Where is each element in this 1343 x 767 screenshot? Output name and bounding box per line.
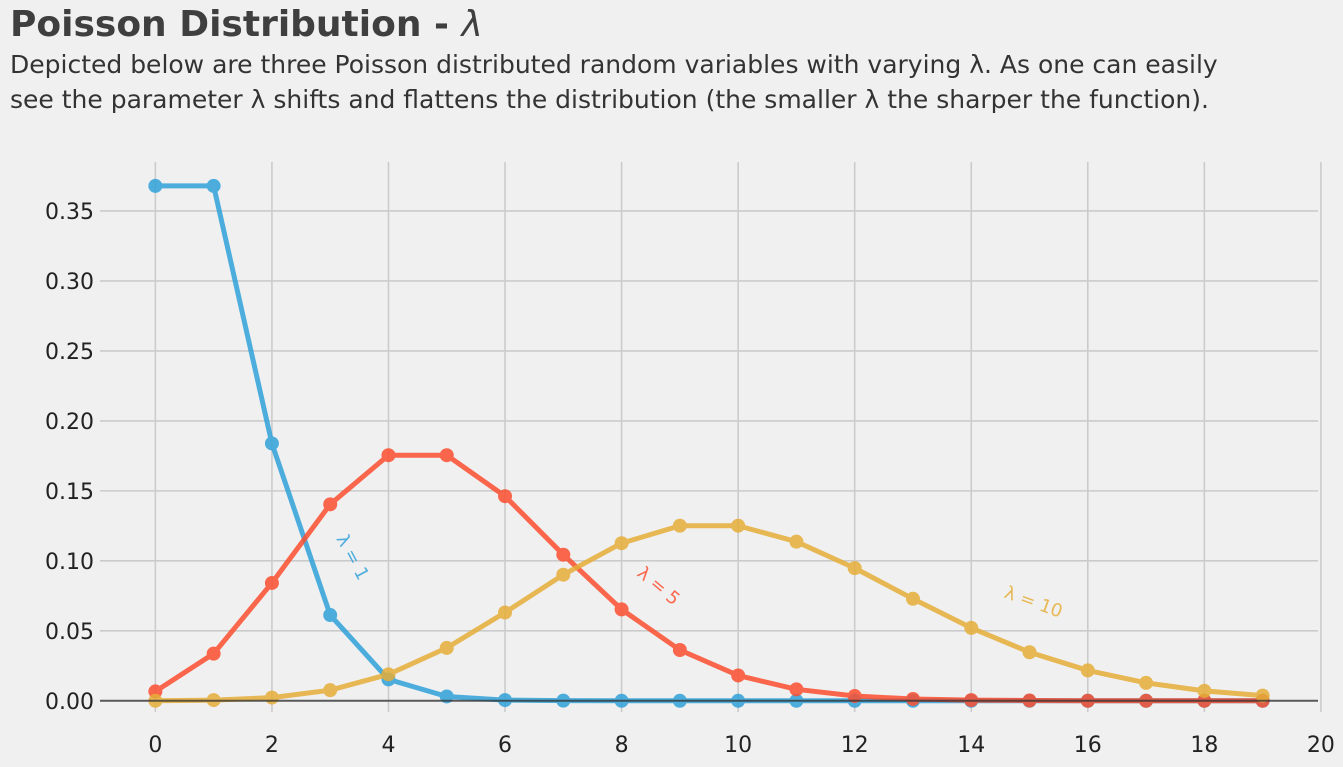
data-point [1255,688,1270,703]
data-point [905,591,920,606]
x-tick-label: 4 [381,733,395,758]
data-point [1022,645,1037,660]
x-tick-label: 12 [841,733,869,758]
x-tick-label: 14 [957,733,985,758]
series-line [152,523,1266,704]
data-point [381,448,396,463]
data-point [323,608,338,623]
data-point [672,518,687,533]
y-tick-label: 0.35 [45,200,94,225]
series-line [152,452,1266,704]
y-tick-label: 0.15 [45,480,94,505]
data-point [323,497,338,512]
subtitle-line-2: see the parameter λ shifts and flattens … [10,85,1209,114]
data-point [1080,663,1095,678]
data-point [789,682,804,697]
data-point [614,536,629,551]
series-annotation-2: λ = 5 [633,563,684,610]
y-tick-label: 0.25 [45,340,94,365]
x-tick-label: 16 [1074,733,1102,758]
data-point [323,683,338,698]
data-point [731,518,746,533]
data-point [381,667,396,682]
data-point [731,668,746,683]
x-tick-label: 0 [148,733,162,758]
data-point [206,178,221,193]
x-tick-label: 20 [1307,733,1335,758]
data-point [789,534,804,549]
data-point [206,646,221,661]
y-tick-label: 0.05 [45,620,94,645]
data-point [847,689,862,704]
data-point [439,448,454,463]
x-tick-label: 8 [615,733,629,758]
series-annotation-1: λ = 1 [332,531,373,584]
x-tick-label: 6 [498,733,512,758]
data-point [672,643,687,658]
chart-title: Poisson Distribution - λ [10,4,483,45]
series-line [152,183,1266,704]
data-point [1197,683,1212,698]
series-1 [148,178,1270,708]
data-point [964,620,979,635]
series-annotation-3: λ = 10 [1002,582,1066,622]
data-point [264,436,279,451]
data-point [148,178,163,193]
y-tick-label: 0.10 [45,550,94,575]
data-point [498,605,513,620]
data-point [264,690,279,705]
x-tick-label: 10 [724,733,752,758]
data-point [439,640,454,655]
y-tick-label: 0.30 [45,270,94,295]
data-point [905,691,920,706]
data-point [847,561,862,576]
data-point [556,547,571,562]
series-3 [148,518,1270,708]
data-point [556,567,571,582]
x-tick-label: 18 [1190,733,1218,758]
subtitle-line-1: Depicted below are three Poisson distrib… [10,50,1218,79]
chart-subtitle: Depicted below are three Poisson distrib… [10,47,1330,117]
data-point [264,575,279,590]
data-point [614,602,629,617]
grid-lines [100,162,1322,712]
data-point [1139,675,1154,690]
y-tick-label: 0.20 [45,410,94,435]
x-tick-label: 2 [265,733,279,758]
y-tick-label: 0.00 [45,690,94,715]
title-lambda-symbol: λ [461,4,483,45]
title-text: Poisson Distribution - [10,4,462,45]
data-point [498,489,513,504]
